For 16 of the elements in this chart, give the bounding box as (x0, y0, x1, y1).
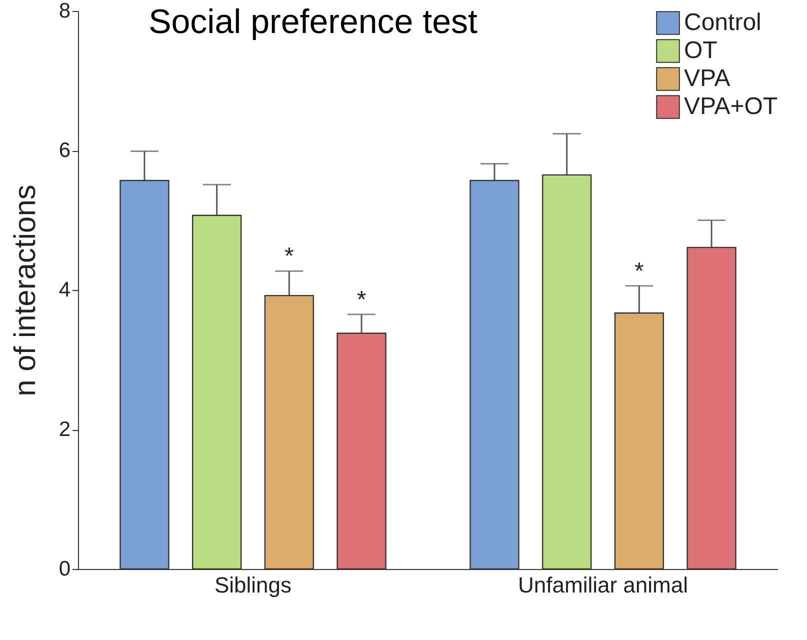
chart-title: Social preference test (148, 3, 478, 41)
legend-label: Control (684, 9, 762, 36)
y-tick-label: 6 (58, 139, 70, 162)
y-tick-label: 8 (58, 0, 70, 22)
y-tick-label: 4 (58, 278, 71, 302)
legend-label: VPA (684, 65, 730, 92)
x-tick-label: Unfamiliar animal (518, 572, 688, 598)
y-axis-title: n of interactions (8, 184, 42, 396)
data-label: * (634, 258, 644, 285)
y-tick-label: 0 (58, 558, 70, 580)
data-label: * (284, 243, 294, 270)
data-label: * (356, 286, 366, 314)
legend-label: OT (684, 37, 718, 64)
y-tick-label: 2 (58, 418, 70, 441)
legend-label: VPA+OT (684, 93, 778, 120)
x-tick-label: Siblings (214, 572, 292, 598)
